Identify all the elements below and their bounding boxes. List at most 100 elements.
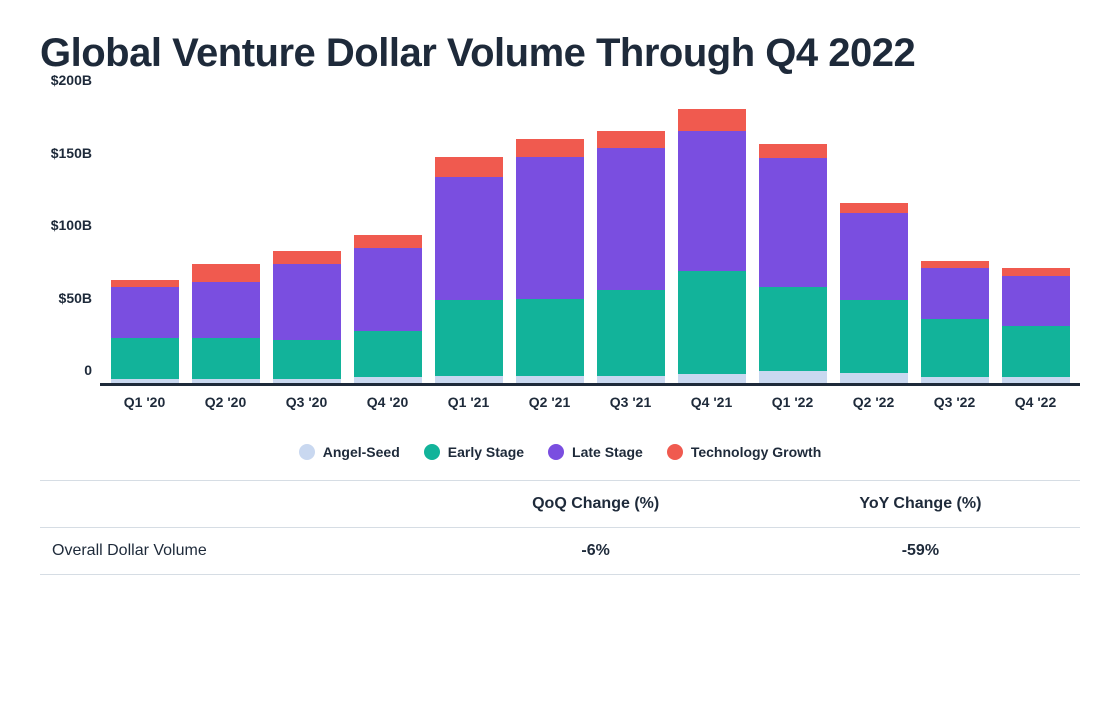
bar-segment-late_stage <box>111 287 179 338</box>
bar-segment-angel_seed <box>192 379 260 383</box>
bar-segment-early_stage <box>921 319 989 377</box>
stacked-bar <box>1002 268 1070 383</box>
x-tick-label: Q4 '21 <box>671 386 752 416</box>
x-tick-label: Q2 '22 <box>833 386 914 416</box>
bar-segment-late_stage <box>516 157 584 299</box>
stacked-bar <box>597 131 665 383</box>
stacked-bar <box>921 261 989 383</box>
qoq-value: -6% <box>431 528 761 575</box>
bar-segment-late_stage <box>840 213 908 300</box>
chart-legend: Angel-SeedEarly StageLate StageTechnolog… <box>40 444 1080 460</box>
x-tick-label: Q1 '20 <box>104 386 185 416</box>
plot-area <box>100 96 1080 386</box>
bar-segment-early_stage <box>840 300 908 373</box>
bar-segment-tech_growth <box>678 109 746 131</box>
page-title: Global Venture Dollar Volume Through Q4 … <box>40 30 1080 76</box>
bar-segment-early_stage <box>192 338 260 379</box>
bar-segment-tech_growth <box>759 144 827 159</box>
bar-column <box>833 96 914 383</box>
bar-segment-early_stage <box>1002 326 1070 377</box>
bar-column <box>995 96 1076 383</box>
table-header-yoy: YoY Change (%) <box>761 481 1080 528</box>
stacked-bar <box>435 157 503 383</box>
stacked-bar <box>354 235 422 383</box>
bar-segment-angel_seed <box>840 373 908 383</box>
x-axis-labels: Q1 '20Q2 '20Q3 '20Q4 '20Q1 '21Q2 '21Q3 '… <box>100 386 1080 416</box>
x-tick-label: Q2 '20 <box>185 386 266 416</box>
x-tick-label: Q3 '22 <box>914 386 995 416</box>
bar-segment-tech_growth <box>840 203 908 213</box>
stacked-bar <box>111 280 179 383</box>
legend-swatch <box>424 444 440 460</box>
bar-column <box>428 96 509 383</box>
bar-segment-angel_seed <box>678 374 746 383</box>
stacked-bar <box>759 144 827 383</box>
legend-swatch <box>299 444 315 460</box>
stacked-bar <box>840 203 908 383</box>
bar-segment-late_stage <box>435 177 503 300</box>
y-tick-label: $200B <box>51 72 92 88</box>
bar-segment-angel_seed <box>759 371 827 383</box>
bar-segment-early_stage <box>273 340 341 379</box>
bar-segment-early_stage <box>759 287 827 371</box>
bar-segment-tech_growth <box>921 261 989 268</box>
stacked-bar <box>192 264 260 383</box>
bar-segment-angel_seed <box>111 379 179 383</box>
row-label: Overall Dollar Volume <box>40 528 431 575</box>
bar-segment-tech_growth <box>111 280 179 287</box>
bar-segment-tech_growth <box>516 139 584 156</box>
bar-column <box>914 96 995 383</box>
bar-segment-early_stage <box>597 290 665 376</box>
legend-item-tech_growth: Technology Growth <box>667 444 821 460</box>
x-tick-label: Q4 '20 <box>347 386 428 416</box>
bar-segment-late_stage <box>1002 276 1070 327</box>
x-tick-label: Q2 '21 <box>509 386 590 416</box>
stacked-bar <box>516 139 584 383</box>
legend-swatch <box>548 444 564 460</box>
bar-segment-angel_seed <box>354 377 422 383</box>
y-tick-label: $100B <box>51 217 92 233</box>
x-tick-label: Q3 '20 <box>266 386 347 416</box>
x-tick-label: Q3 '21 <box>590 386 671 416</box>
bar-segment-early_stage <box>678 271 746 374</box>
change-table: QoQ Change (%) YoY Change (%) Overall Do… <box>40 480 1080 575</box>
bar-segment-angel_seed <box>921 377 989 383</box>
bar-segment-late_stage <box>921 268 989 319</box>
bar-segment-angel_seed <box>273 379 341 383</box>
bar-segment-early_stage <box>435 300 503 375</box>
bars-container <box>100 96 1080 383</box>
bar-segment-angel_seed <box>516 376 584 383</box>
bar-column <box>509 96 590 383</box>
bar-segment-late_stage <box>597 148 665 290</box>
bar-segment-angel_seed <box>597 376 665 383</box>
legend-swatch <box>667 444 683 460</box>
stacked-bar <box>273 251 341 383</box>
x-tick-label: Q1 '21 <box>428 386 509 416</box>
bar-segment-tech_growth <box>192 264 260 281</box>
bar-column <box>104 96 185 383</box>
x-tick-label: Q4 '22 <box>995 386 1076 416</box>
yoy-value: -59% <box>761 528 1080 575</box>
legend-label: Angel-Seed <box>323 444 400 460</box>
stacked-bar-chart: 0$50B$100B$150B$200B Q1 '20Q2 '20Q3 '20Q… <box>40 96 1080 416</box>
bar-segment-tech_growth <box>354 235 422 248</box>
bar-segment-angel_seed <box>435 376 503 383</box>
bar-segment-early_stage <box>354 331 422 377</box>
bar-segment-tech_growth <box>1002 268 1070 275</box>
bar-segment-late_stage <box>192 282 260 339</box>
bar-segment-late_stage <box>273 264 341 339</box>
table-row: Overall Dollar Volume -6% -59% <box>40 528 1080 575</box>
x-tick-label: Q1 '22 <box>752 386 833 416</box>
table-header-blank <box>40 481 431 528</box>
legend-item-early_stage: Early Stage <box>424 444 524 460</box>
legend-label: Early Stage <box>448 444 524 460</box>
bar-segment-tech_growth <box>597 131 665 148</box>
bar-segment-angel_seed <box>1002 377 1070 383</box>
table-header-row: QoQ Change (%) YoY Change (%) <box>40 481 1080 528</box>
bar-segment-late_stage <box>759 158 827 287</box>
y-tick-label: $50B <box>59 290 92 306</box>
legend-label: Technology Growth <box>691 444 821 460</box>
bar-column <box>590 96 671 383</box>
stacked-bar <box>678 109 746 383</box>
bar-column <box>671 96 752 383</box>
